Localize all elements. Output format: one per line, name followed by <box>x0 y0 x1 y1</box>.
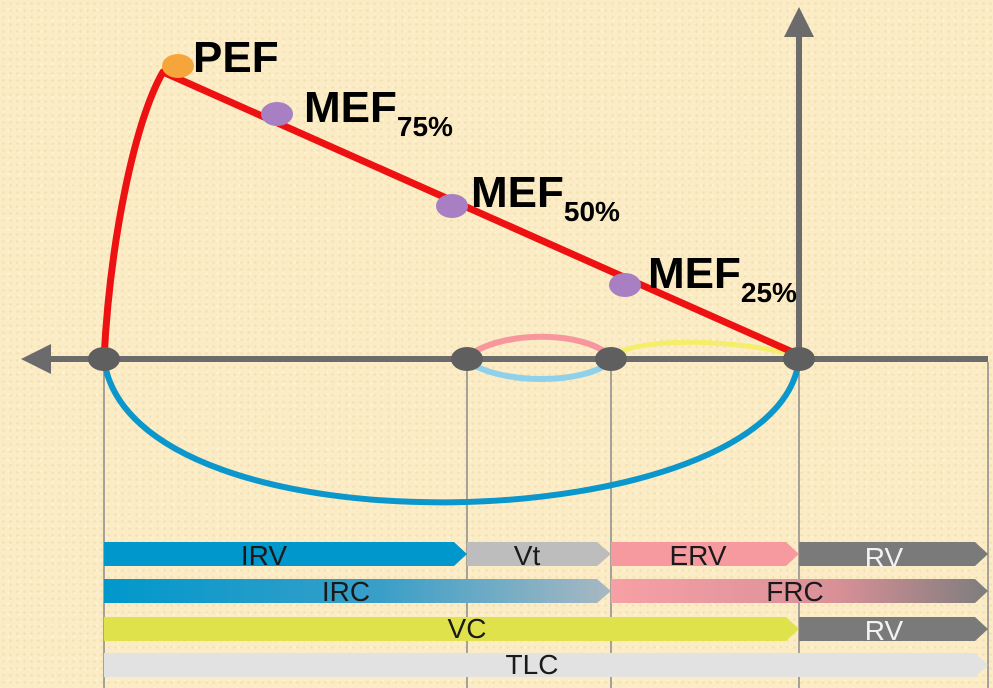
frc-bar <box>611 579 988 603</box>
mef75-label: MEF75% <box>304 83 453 142</box>
expiratory-curve <box>100 68 801 360</box>
irv-label: IRV <box>241 540 287 571</box>
inspiratory-curve <box>101 358 802 506</box>
tlc-bar <box>104 653 988 677</box>
mef25-label: MEF25% <box>648 249 797 308</box>
mef75-dot <box>261 102 293 126</box>
irc-label: IRC <box>322 576 370 607</box>
pef-label: PEF <box>193 33 279 82</box>
vc-label: VC <box>448 613 487 644</box>
rv-bar-bottom <box>799 617 988 641</box>
volume-markers <box>88 347 815 371</box>
vc-bar <box>104 617 799 641</box>
pef-dot <box>162 54 194 78</box>
tidal-loop-upper <box>465 333 614 360</box>
rv-label-bottom: RV <box>865 615 904 646</box>
rv-bar-top <box>799 542 988 566</box>
erv-label: ERV <box>669 540 726 571</box>
tlc-label: TLC <box>506 649 559 680</box>
mef50-label: MEF50% <box>471 168 620 227</box>
vt-label: Vt <box>514 540 541 571</box>
irv-bar <box>104 542 467 566</box>
irc-bar <box>104 579 611 603</box>
erv-bar <box>611 542 799 566</box>
vt-bar <box>467 542 611 566</box>
erv-arc <box>609 339 800 360</box>
tidal-loop-lower <box>465 358 614 382</box>
rv-label-top: RV <box>865 542 904 573</box>
mef25-dot <box>609 273 641 297</box>
frc-label: FRC <box>766 576 824 607</box>
mef50-dot <box>436 194 468 218</box>
